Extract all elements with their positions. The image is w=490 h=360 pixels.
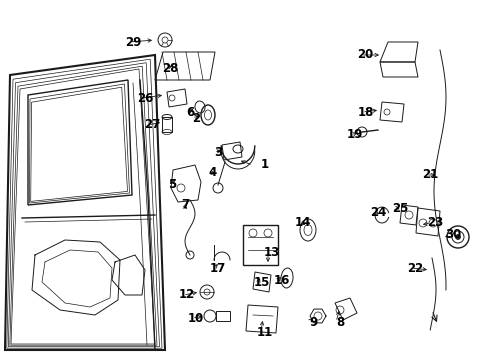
Text: 4: 4 xyxy=(209,166,217,179)
Text: 9: 9 xyxy=(309,315,317,328)
Text: 18: 18 xyxy=(358,105,374,118)
Text: 17: 17 xyxy=(210,261,226,274)
Text: 10: 10 xyxy=(188,311,204,324)
Text: 25: 25 xyxy=(392,202,408,215)
Text: 21: 21 xyxy=(422,168,438,181)
Text: 7: 7 xyxy=(181,198,189,211)
Text: 13: 13 xyxy=(264,246,280,258)
Text: 16: 16 xyxy=(274,274,290,287)
Text: 1: 1 xyxy=(261,158,269,171)
Ellipse shape xyxy=(456,234,461,239)
Text: 12: 12 xyxy=(179,288,195,302)
Text: 24: 24 xyxy=(370,206,386,219)
Text: 30: 30 xyxy=(445,229,461,242)
Text: 5: 5 xyxy=(168,179,176,192)
Text: 27: 27 xyxy=(144,118,160,131)
Text: 20: 20 xyxy=(357,49,373,62)
Text: 14: 14 xyxy=(295,216,311,229)
Text: 26: 26 xyxy=(137,91,153,104)
Text: 29: 29 xyxy=(125,36,141,49)
Text: 3: 3 xyxy=(214,145,222,158)
Text: 22: 22 xyxy=(407,261,423,274)
Text: 15: 15 xyxy=(254,276,270,289)
Text: 19: 19 xyxy=(347,129,363,141)
Text: 28: 28 xyxy=(162,62,178,75)
Text: 2: 2 xyxy=(192,112,200,125)
Text: 8: 8 xyxy=(336,315,344,328)
Text: 11: 11 xyxy=(257,325,273,338)
Text: 23: 23 xyxy=(427,216,443,230)
Text: 6: 6 xyxy=(186,107,194,120)
